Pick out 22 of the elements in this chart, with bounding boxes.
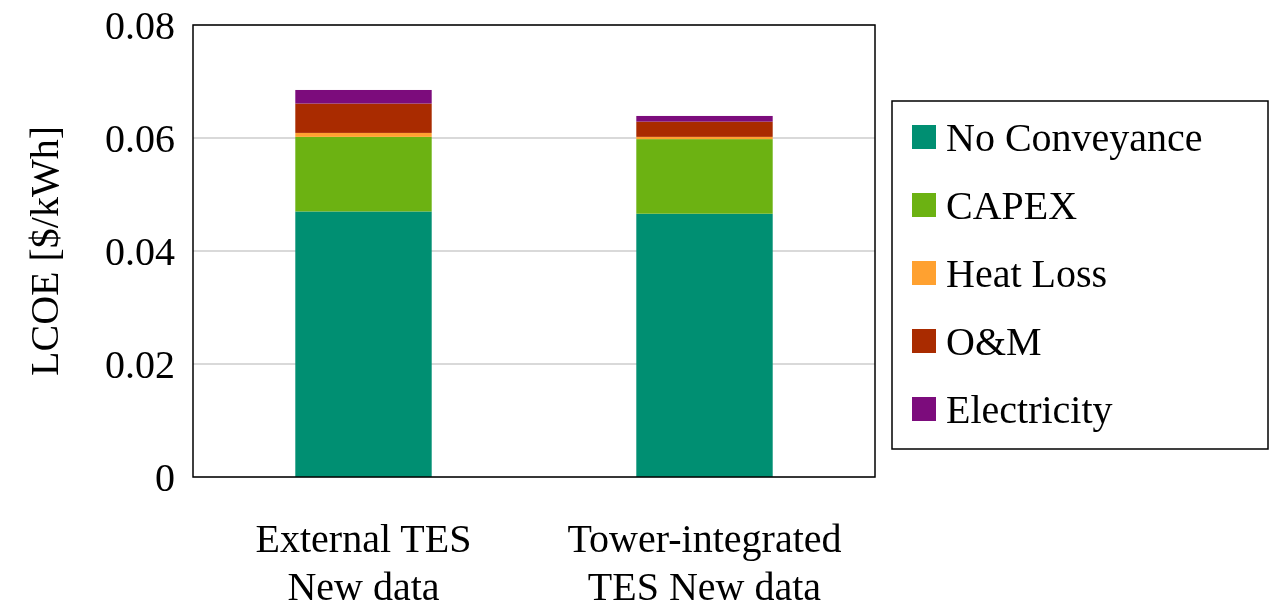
legend-label: CAPEX — [946, 182, 1078, 228]
y-tick-label: 0.08 — [105, 2, 175, 48]
legend-label: O&M — [946, 318, 1042, 364]
x-tick-label: Tower-integrated TES New data — [567, 516, 842, 609]
legend-label: No Conveyance — [946, 114, 1203, 160]
y-axis-title: LCOE [$/kWh] — [22, 126, 67, 376]
bar — [295, 103, 432, 133]
legend-label: Heat Loss — [946, 250, 1108, 296]
bar — [636, 139, 773, 214]
y-tick-label: 0 — [155, 454, 175, 500]
legend-label: Electricity — [946, 386, 1113, 432]
bar — [636, 121, 773, 137]
bar — [295, 136, 432, 212]
y-tick-label: 0.02 — [105, 341, 175, 387]
bar — [295, 211, 432, 477]
bar — [636, 213, 773, 477]
bar — [295, 132, 432, 137]
bar — [295, 89, 432, 104]
y-tick-label: 0.04 — [105, 228, 175, 274]
y-tick-label: 0.06 — [105, 115, 175, 161]
bar — [636, 115, 773, 122]
x-tick-label: External TES New data — [255, 516, 472, 609]
